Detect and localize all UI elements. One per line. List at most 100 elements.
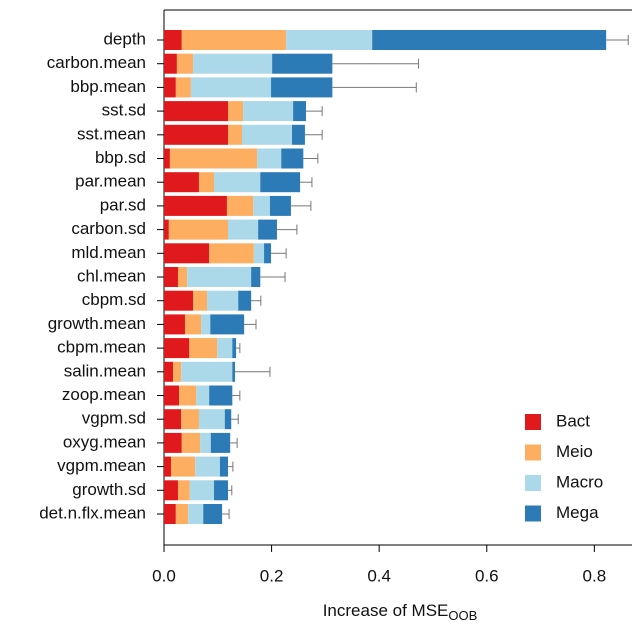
bar-segment xyxy=(175,504,189,524)
bar-segment xyxy=(179,385,197,406)
bar-segment xyxy=(164,243,210,264)
y-tick-label: zoop.mean xyxy=(62,385,146,404)
bar-segment xyxy=(164,290,194,311)
bar-segment xyxy=(170,456,196,477)
bar-segment xyxy=(251,267,261,287)
bar-segment xyxy=(253,243,265,264)
bar-segment xyxy=(198,409,225,430)
x-label-main: Increase of MSE xyxy=(323,601,449,620)
x-label-subscript: OOB xyxy=(448,608,477,623)
bar-segment xyxy=(195,456,220,477)
bar-segment xyxy=(293,101,307,122)
x-tick-label: 0.8 xyxy=(583,566,607,585)
bar-segment xyxy=(232,361,236,382)
y-tick-label: carbon.sd xyxy=(71,219,146,238)
bar-segment xyxy=(169,148,258,169)
bar-segment xyxy=(164,432,182,453)
bar-segment xyxy=(181,361,233,382)
y-tick-label: cbpm.mean xyxy=(57,338,146,357)
bar-segment xyxy=(264,243,272,264)
y-tick-label: carbon.mean xyxy=(47,53,146,72)
y-tick-label: mld.mean xyxy=(71,243,146,262)
bar-segment xyxy=(164,195,227,216)
bar-segment xyxy=(243,101,294,122)
bar-segment xyxy=(260,172,301,193)
bar-segment xyxy=(226,195,254,216)
bar-segment xyxy=(271,77,333,98)
bar-segment xyxy=(164,409,182,430)
bar-segment xyxy=(164,53,177,74)
bar-segment xyxy=(219,456,229,477)
bar-segment xyxy=(164,456,171,477)
bar-segment xyxy=(238,290,252,311)
bar-segment xyxy=(164,385,180,406)
bar-segment xyxy=(258,219,277,240)
bar-segment xyxy=(164,504,176,524)
bar-segment xyxy=(224,409,232,430)
bar-segment xyxy=(164,314,185,335)
bar-segment xyxy=(177,267,188,287)
x-axis-label: Increase of MSEOOB xyxy=(323,601,478,623)
bar-segment xyxy=(200,432,211,453)
bar-segment xyxy=(193,290,208,311)
y-tick-label: bbp.mean xyxy=(70,77,146,96)
bar-segment xyxy=(164,148,170,169)
y-tick-label: salin.mean xyxy=(64,361,146,380)
bar-segment xyxy=(177,480,190,501)
bar-segment xyxy=(164,267,178,287)
y-tick-label: sst.mean xyxy=(77,124,146,143)
bar-segment xyxy=(181,30,287,50)
bar-segment xyxy=(164,219,169,240)
bar-segment xyxy=(272,53,333,74)
bar-segment xyxy=(176,53,194,74)
y-tick-label: par.mean xyxy=(75,172,146,191)
bar-segment xyxy=(164,338,190,359)
bar-segment xyxy=(168,219,229,240)
bar-segment xyxy=(164,172,199,193)
bar-segment xyxy=(209,243,254,264)
x-tick-label: 0.4 xyxy=(367,566,391,585)
x-tick-label: 0.2 xyxy=(260,566,284,585)
legend-label: Macro xyxy=(556,472,603,491)
bar-segment xyxy=(228,101,244,122)
y-tick-label: cbpm.sd xyxy=(82,290,146,309)
y-tick-label: det.n.flx.mean xyxy=(39,503,146,522)
bar-segment xyxy=(184,314,202,335)
bar-segment xyxy=(164,30,182,50)
bar-segment xyxy=(190,77,272,98)
legend-swatch xyxy=(525,414,541,430)
y-tick-label: depth xyxy=(103,29,146,48)
bar-segment xyxy=(164,101,229,122)
bar-segment xyxy=(232,338,237,359)
bar-segment xyxy=(173,361,182,382)
legend-swatch xyxy=(525,475,541,491)
bar-segment xyxy=(242,124,293,145)
bar-segment xyxy=(209,385,233,406)
bar-segment xyxy=(207,290,239,311)
bar-segment xyxy=(164,124,229,145)
y-tick-label: par.sd xyxy=(100,195,146,214)
bar-segment xyxy=(214,172,261,193)
x-tick-label: 0.6 xyxy=(475,566,499,585)
bar-segment xyxy=(198,172,215,193)
y-tick-label: sst.sd xyxy=(102,101,146,120)
legend-label: Bact xyxy=(556,411,590,430)
bar-segment xyxy=(175,77,191,98)
y-tick-label: growth.mean xyxy=(48,314,146,333)
bar-segment xyxy=(253,195,270,216)
x-tick-label: 0.0 xyxy=(152,566,176,585)
bar-segment xyxy=(189,480,215,501)
bar-segment xyxy=(203,504,223,524)
bar-segment xyxy=(210,432,231,453)
bar-segment xyxy=(181,409,199,430)
legend-label: Mega xyxy=(556,503,599,522)
bar-segment xyxy=(188,504,204,524)
y-tick-label: vgpm.mean xyxy=(57,456,146,475)
bar-segment xyxy=(217,338,233,359)
legend-label: Meio xyxy=(556,442,593,461)
bar-segment xyxy=(214,480,229,501)
y-tick-label: oxyg.mean xyxy=(63,432,146,451)
bar-segment xyxy=(164,77,176,98)
bar-segment xyxy=(286,30,373,50)
